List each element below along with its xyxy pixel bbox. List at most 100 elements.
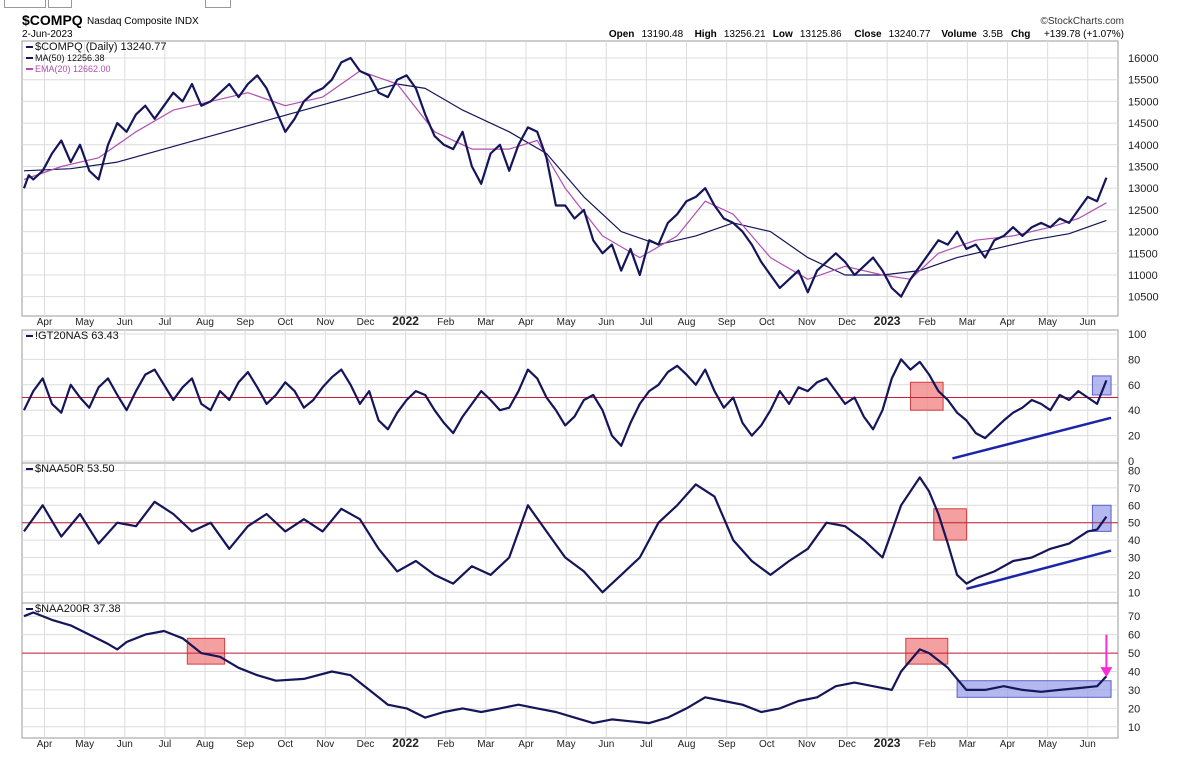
y-tick-label: 15000 xyxy=(1128,96,1159,108)
x-tick-label: Jun xyxy=(1080,317,1096,328)
window-tab[interactable] xyxy=(48,0,72,8)
legend-label: MA(50) 12256.38 xyxy=(35,53,105,63)
ohlc-label: High xyxy=(695,29,717,40)
y-tick-label: 13000 xyxy=(1128,183,1159,195)
x-tick-label: Dec xyxy=(838,739,856,750)
y-tick-label: 50 xyxy=(1128,518,1140,530)
panel-frame xyxy=(21,329,1119,464)
panel-frame xyxy=(21,602,1119,739)
x-tick-label: Apr xyxy=(37,317,53,328)
x-tick-label: Apr xyxy=(518,317,534,328)
y-tick-label: 70 xyxy=(1128,483,1140,495)
y-tick-label: 10 xyxy=(1128,587,1140,599)
trend-line xyxy=(966,549,1112,591)
ohlc-label: Volume xyxy=(941,29,977,40)
y-tick-label: 11500 xyxy=(1128,248,1158,260)
legend-label: $COMPQ (Daily) 13240.77 xyxy=(35,41,166,53)
y-tick-label: 80 xyxy=(1128,465,1140,477)
y-tick-label: 30 xyxy=(1128,685,1140,697)
x-tick-label: May xyxy=(75,739,94,750)
y-tick-label: 100 xyxy=(1128,329,1146,341)
chart-date: 2-Jun-2023 xyxy=(22,29,73,40)
chart-header: $COMPQ Nasdaq Composite INDX 2-Jun-2023 … xyxy=(22,12,1124,40)
x-tick-label: Mar xyxy=(477,739,495,750)
y-tick-label: 14500 xyxy=(1128,118,1159,130)
legend-label: EMA(20) 12662.00 xyxy=(35,64,111,74)
x-tick-label: Apr xyxy=(1000,739,1016,750)
window-tab[interactable] xyxy=(205,0,231,8)
x-tick-label: 2023 xyxy=(874,314,901,328)
x-tick-label: May xyxy=(1038,317,1057,328)
x-tick-label: 2023 xyxy=(874,736,901,750)
x-tick-label: Mar xyxy=(959,739,977,750)
x-tick-label: Aug xyxy=(678,739,696,750)
x-tick-label: Nov xyxy=(316,317,334,328)
x-tick-label: Jul xyxy=(640,739,653,750)
chart-panel-3: 10 20 30 40 50 60 70 $NAA200R 37.38 xyxy=(21,602,1140,739)
y-tick-label: 40 xyxy=(1128,667,1140,679)
y-tick-label: 16000 xyxy=(1128,53,1159,65)
y-tick-label: 80 xyxy=(1128,354,1140,366)
ohlc-row: +139.78 (+1.07%) Chg 3.5B Volume 13240.77 Clo… xyxy=(609,29,1124,40)
legend: !GT20NAS 63.43 xyxy=(26,330,119,342)
y-tick-label: 13500 xyxy=(1128,161,1159,173)
x-tick-label: Oct xyxy=(277,739,293,750)
ohlc-value: 13240.77 xyxy=(889,29,931,40)
legend-label: $NAA200R 37.38 xyxy=(35,603,121,615)
x-tick-label: Jun xyxy=(117,317,133,328)
x-tick-label: Feb xyxy=(919,317,937,328)
ohlc-value: 13125.86 xyxy=(800,29,842,40)
ohlc-label: Open xyxy=(609,29,635,40)
ohlc-value: 13256.21 xyxy=(724,29,766,40)
y-tick-label: 40 xyxy=(1128,405,1140,417)
x-tick-label: Oct xyxy=(759,739,775,750)
x-tick-label: Sep xyxy=(718,739,736,750)
x-tick-label: Mar xyxy=(477,317,495,328)
ohlc-value: +139.78 (+1.07%) xyxy=(1044,29,1124,40)
x-tick-label: Feb xyxy=(919,739,937,750)
x-tick-label: Sep xyxy=(718,317,736,328)
x-tick-label: Apr xyxy=(37,739,53,750)
x-tick-label: Aug xyxy=(196,317,214,328)
y-tick-label: 10 xyxy=(1128,722,1140,734)
x-tick-label: Jun xyxy=(598,739,614,750)
x-tick-label: Oct xyxy=(277,317,293,328)
series-line xyxy=(23,83,1107,276)
chart-panel-2: 10 20 30 40 50 60 70 80 $NAA50R 53.50 xyxy=(21,462,1140,604)
x-tick-label: Jun xyxy=(117,739,133,750)
x-tick-label: Jun xyxy=(598,317,614,328)
legend-label: !GT20NAS 63.43 xyxy=(35,330,119,342)
x-tick-label: 2022 xyxy=(392,314,419,328)
x-tick-label: Aug xyxy=(196,739,214,750)
y-tick-label: 12500 xyxy=(1128,205,1159,217)
y-tick-label: 15500 xyxy=(1128,75,1159,87)
y-tick-label: 11000 xyxy=(1128,270,1158,282)
x-tick-label: May xyxy=(557,739,576,750)
arrow-head xyxy=(1100,667,1113,678)
ohlc-value: 3.5B xyxy=(983,29,1004,40)
stockcharts-credit: ©StockCharts.com xyxy=(1040,16,1124,27)
y-tick-label: 20 xyxy=(1128,570,1140,582)
y-tick-label: 50 xyxy=(1128,648,1140,660)
x-tick-label: Sep xyxy=(236,317,254,328)
series-line xyxy=(23,611,1108,725)
y-tick-label: 14000 xyxy=(1128,140,1159,152)
highlight-box-blue xyxy=(1091,504,1112,532)
x-tick-label: Mar xyxy=(959,317,977,328)
ohlc-label: Low xyxy=(773,29,793,40)
symbol-title: $COMPQ xyxy=(22,12,83,28)
x-tick-label: Nov xyxy=(316,739,334,750)
x-tick-label: May xyxy=(557,317,576,328)
y-tick-label: 20 xyxy=(1128,431,1140,443)
symbol-description: Nasdaq Composite INDX xyxy=(87,16,199,27)
legend-label: $NAA50R 53.50 xyxy=(35,463,115,475)
ohlc-label: Chg xyxy=(1011,29,1030,40)
x-tick-label: Nov xyxy=(798,739,816,750)
y-tick-label: 60 xyxy=(1128,630,1140,642)
chart-panel-1: 0 20 40 60 80 100 !GT20NAS 63.43 xyxy=(21,329,1146,468)
window-tab[interactable] xyxy=(4,0,46,8)
y-tick-label: 60 xyxy=(1128,380,1140,392)
highlight-box-red xyxy=(909,381,944,411)
